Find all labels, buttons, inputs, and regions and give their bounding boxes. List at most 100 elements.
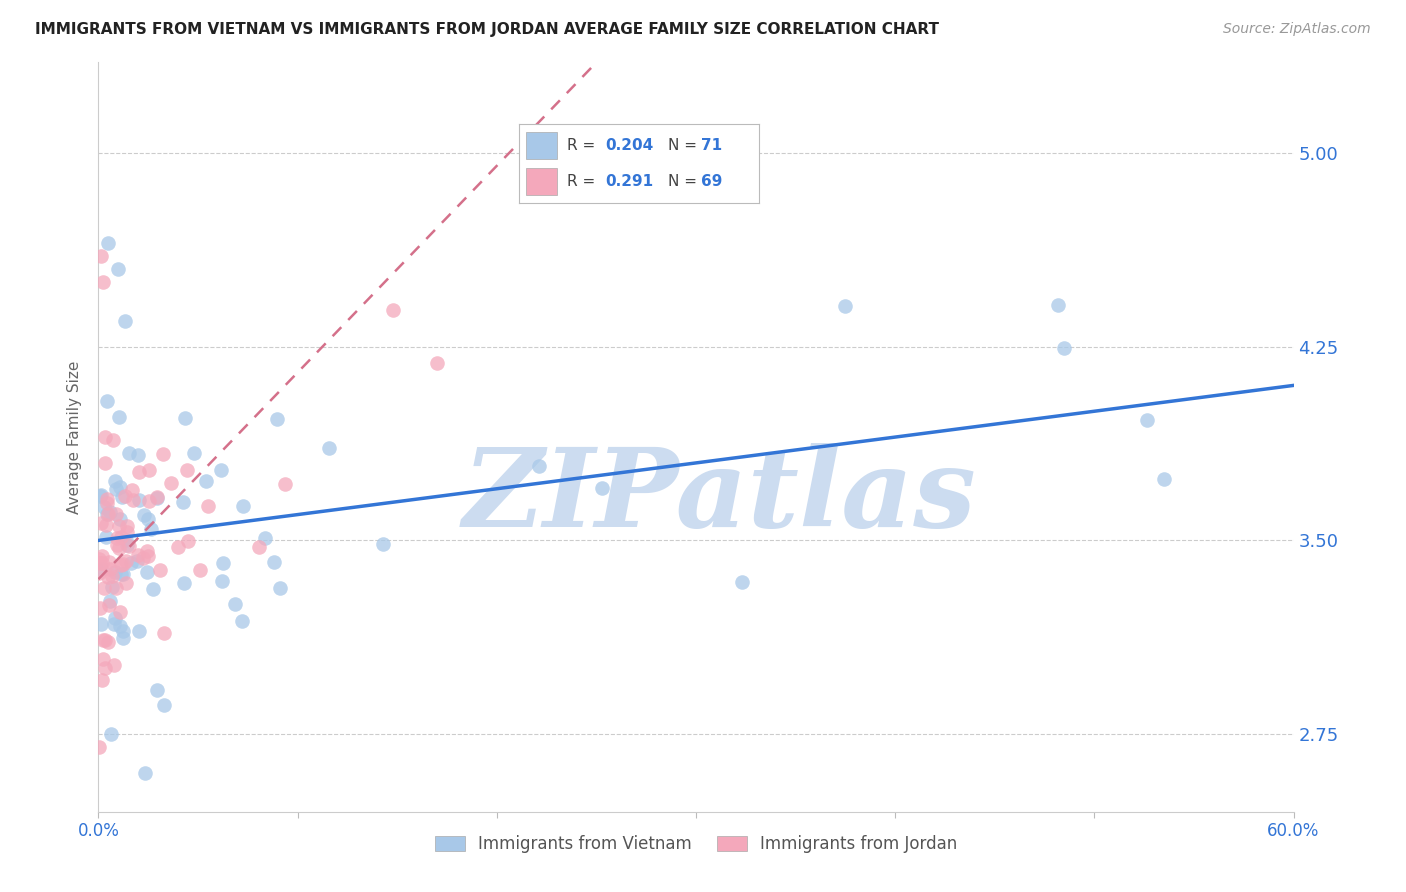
Point bbox=[834, 298, 856, 312]
Point bbox=[188, 563, 211, 577]
Point bbox=[194, 474, 217, 488]
Point bbox=[212, 556, 235, 570]
Point bbox=[97, 570, 120, 584]
Point bbox=[110, 530, 132, 544]
Text: N =: N = bbox=[668, 138, 696, 153]
Point bbox=[128, 624, 150, 638]
Point bbox=[149, 563, 172, 577]
Point bbox=[107, 262, 129, 277]
Point bbox=[1136, 413, 1159, 427]
Point bbox=[97, 635, 120, 649]
Text: IMMIGRANTS FROM VIETNAM VS IMMIGRANTS FROM JORDAN AVERAGE FAMILY SIZE CORRELATIO: IMMIGRANTS FROM VIETNAM VS IMMIGRANTS FR… bbox=[35, 22, 939, 37]
Point bbox=[138, 549, 160, 563]
Point bbox=[125, 554, 148, 568]
Point bbox=[274, 477, 297, 491]
Point bbox=[132, 551, 155, 566]
Point bbox=[105, 531, 128, 545]
Point bbox=[89, 566, 111, 580]
Point bbox=[90, 556, 112, 570]
Text: N =: N = bbox=[668, 174, 696, 189]
Point bbox=[112, 567, 135, 582]
Point bbox=[98, 555, 121, 569]
Text: 71: 71 bbox=[702, 138, 723, 153]
Point bbox=[232, 499, 254, 513]
Point bbox=[318, 441, 340, 455]
Point bbox=[89, 552, 111, 566]
Point bbox=[110, 567, 132, 582]
Point bbox=[112, 624, 135, 638]
Point bbox=[127, 548, 149, 562]
Point bbox=[145, 491, 167, 505]
Point bbox=[105, 538, 128, 552]
Point bbox=[98, 594, 121, 608]
Point bbox=[153, 626, 176, 640]
Point bbox=[114, 553, 136, 567]
Legend: Immigrants from Vietnam, Immigrants from Jordan: Immigrants from Vietnam, Immigrants from… bbox=[427, 829, 965, 860]
Text: 0.204: 0.204 bbox=[606, 138, 654, 153]
Point bbox=[114, 314, 136, 328]
Point bbox=[266, 412, 288, 426]
Point bbox=[183, 445, 205, 459]
Point bbox=[104, 611, 127, 625]
Point bbox=[90, 616, 112, 631]
Point bbox=[115, 575, 138, 590]
Point bbox=[152, 698, 174, 713]
Point bbox=[122, 492, 145, 507]
Point bbox=[132, 508, 155, 522]
Point bbox=[269, 581, 291, 595]
Point bbox=[91, 632, 114, 647]
Point bbox=[115, 519, 138, 533]
Point bbox=[253, 531, 276, 545]
Text: R =: R = bbox=[567, 174, 595, 189]
Point bbox=[197, 500, 219, 514]
Point bbox=[91, 673, 114, 688]
Point bbox=[91, 275, 114, 289]
Point bbox=[90, 562, 112, 576]
Point bbox=[176, 463, 198, 477]
Point bbox=[135, 544, 157, 558]
Point bbox=[128, 465, 150, 479]
Point bbox=[93, 581, 115, 595]
Point bbox=[90, 488, 112, 502]
Point bbox=[98, 504, 121, 518]
Point bbox=[96, 496, 118, 510]
Point bbox=[166, 540, 188, 554]
Point bbox=[94, 530, 117, 544]
Point bbox=[138, 463, 160, 477]
FancyBboxPatch shape bbox=[526, 169, 557, 195]
Point bbox=[139, 522, 162, 536]
Point bbox=[90, 549, 112, 563]
Point bbox=[118, 540, 141, 554]
Point bbox=[159, 475, 181, 490]
Point bbox=[110, 558, 132, 572]
Point bbox=[89, 740, 111, 755]
Point bbox=[173, 411, 195, 425]
Point bbox=[731, 574, 754, 589]
Point bbox=[104, 565, 127, 579]
Point bbox=[114, 490, 136, 504]
Point bbox=[94, 430, 117, 444]
Point bbox=[146, 682, 169, 697]
FancyBboxPatch shape bbox=[526, 132, 557, 159]
Point bbox=[136, 512, 159, 526]
Point bbox=[176, 533, 198, 548]
Point bbox=[209, 463, 232, 477]
Point bbox=[93, 661, 115, 675]
Point bbox=[94, 633, 117, 648]
Point bbox=[108, 409, 131, 424]
Point bbox=[121, 483, 143, 497]
Point bbox=[105, 508, 128, 522]
Point bbox=[128, 493, 150, 508]
Point bbox=[91, 652, 114, 666]
Point bbox=[110, 618, 132, 632]
Point bbox=[101, 568, 124, 582]
Point bbox=[96, 393, 118, 408]
Point bbox=[117, 525, 139, 540]
Point bbox=[145, 490, 167, 504]
Point bbox=[115, 538, 138, 552]
Y-axis label: Average Family Size: Average Family Size bbox=[67, 360, 83, 514]
Point bbox=[96, 507, 118, 521]
Point bbox=[263, 555, 285, 569]
Point bbox=[89, 489, 111, 503]
Point bbox=[172, 495, 194, 509]
